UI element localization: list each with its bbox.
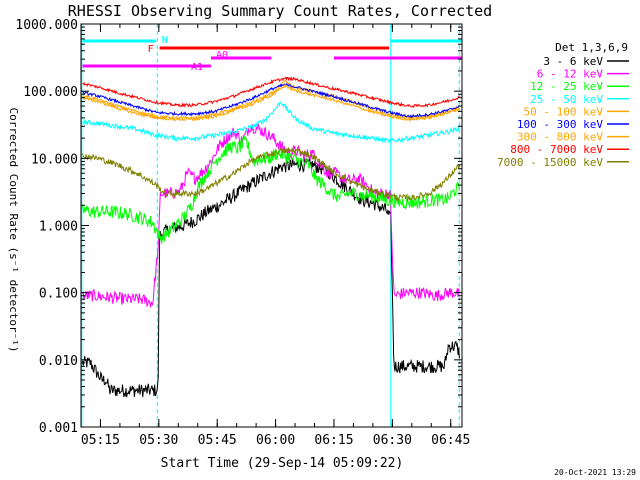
- series-line-7000-15000-kev: [82, 146, 460, 203]
- x-tick-label: 06:00: [256, 433, 295, 448]
- legend-title: Det 1,3,6,9: [555, 41, 628, 54]
- legend-label-50-100-kev: 50 - 100 keV: [524, 105, 604, 118]
- series-line-50-100-kev: [82, 79, 460, 121]
- x-tick-label: 05:30: [139, 433, 178, 448]
- series-line-800-7000-kev: [82, 76, 460, 109]
- y-tick-label: 10.000: [31, 152, 78, 167]
- x-tick-label: 06:45: [431, 433, 470, 448]
- legend-label-6-12-kev: 6 - 12 keV: [537, 68, 604, 81]
- series-line-12-25-kev: [82, 135, 460, 244]
- y-tick-label: 1000.000: [15, 18, 78, 33]
- series-line-6-12-kev: [82, 123, 460, 308]
- legend-label-3-6-kev: 3 - 6 keV: [543, 55, 603, 68]
- y-axis-label: Corrected Count Rate (s⁻¹ detector⁻¹): [7, 107, 20, 352]
- footer-date: 20-Oct-2021 13:29: [554, 468, 636, 477]
- y-tick-label: 1.000: [39, 220, 78, 235]
- x-tick-label: 06:15: [314, 433, 353, 448]
- y-tick-label: 0.001: [39, 421, 78, 436]
- axes: 1000.000 100.000 10.000 1.000 0.100 0.010 0.00…: [15, 18, 470, 448]
- legend-label-25-50-kev: 25 - 50 keV: [530, 93, 603, 106]
- series-line-25-50-kev: [82, 101, 460, 144]
- legend-label-12-25-kev: 12 - 25 keV: [530, 80, 603, 93]
- state-bar-label-n: N: [162, 35, 168, 46]
- state-bar-label-f: F: [148, 44, 154, 55]
- state-bar-label-a1: A1: [191, 62, 203, 73]
- legend-label-800-7000-kev: 800 - 7000 keV: [510, 143, 603, 156]
- series-line-3-6-kev: [82, 158, 460, 398]
- legend-label-7000-15000-kev: 7000 - 15000 keV: [497, 156, 603, 169]
- y-tick-label: 0.100: [39, 287, 78, 302]
- x-tick-label: 05:45: [198, 433, 237, 448]
- series-line-100-300-kev: [82, 83, 460, 119]
- chart-title: RHESSI Observing Summary Count Rates, Co…: [68, 2, 492, 20]
- state-bar-label-a0: A0: [216, 50, 228, 61]
- series-line-300-800-kev: [82, 83, 460, 122]
- y-tick-label: 0.010: [39, 354, 78, 369]
- x-axis-label: Start Time (29-Sep-14 05:09:22): [161, 456, 404, 471]
- x-tick-label: 06:30: [373, 433, 412, 448]
- plot-area: NF A0 A1: [81, 24, 462, 427]
- legend-label-100-300-kev: 100 - 300 keV: [517, 118, 603, 131]
- legend-label-300-800-kev: 300 - 800 keV: [517, 131, 603, 144]
- y-tick-label: 100.000: [23, 85, 78, 100]
- x-tick-label: 05:15: [81, 433, 120, 448]
